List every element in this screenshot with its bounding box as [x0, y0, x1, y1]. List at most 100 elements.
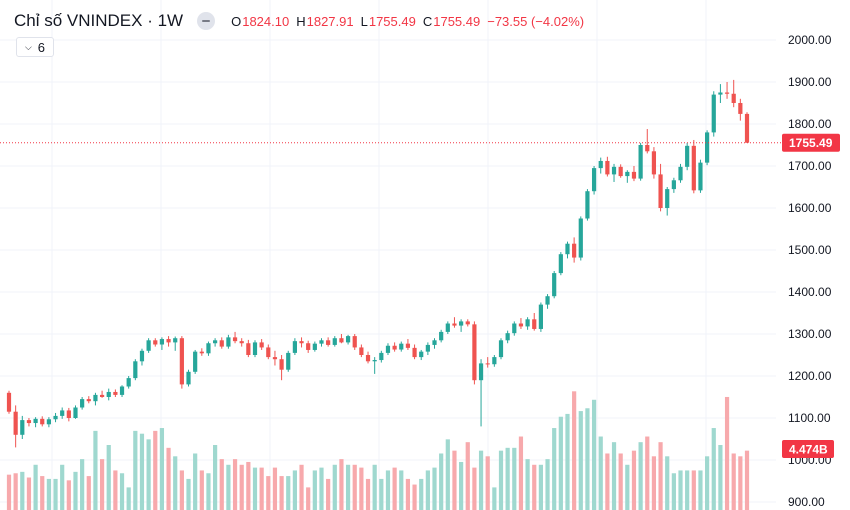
candle-body	[731, 93, 736, 103]
volume-bar	[99, 459, 105, 510]
candle-body	[724, 92, 730, 94]
volume-bar	[399, 470, 404, 510]
volume-bar	[279, 476, 284, 510]
volume-bar	[299, 464, 304, 510]
candle-body	[412, 347, 417, 358]
symbol-title[interactable]: Chỉ số VNINDEX · 1W	[14, 11, 184, 30]
indicators-toggle-button[interactable]: ⌵ 6	[16, 37, 54, 57]
volume-bar	[219, 459, 224, 510]
price-tick-label: 1700.00	[788, 159, 832, 173]
volume-bar	[419, 478, 424, 510]
candle-body	[299, 341, 304, 344]
volume-bar	[53, 478, 58, 510]
open-value: 1824.10	[242, 13, 290, 29]
volume-bar	[46, 478, 51, 510]
candle-body	[518, 323, 524, 327]
volume-bar	[193, 453, 198, 510]
volume-bar	[671, 473, 676, 510]
volume-bar	[379, 478, 384, 510]
candle-body	[538, 304, 543, 329]
volume-bar	[106, 445, 111, 510]
candle-body	[472, 324, 477, 381]
candle-body	[232, 337, 238, 342]
price-tick-label: 2000.00	[788, 33, 832, 47]
candle-body	[485, 363, 490, 365]
candle-body	[598, 160, 603, 169]
volume-bar	[558, 416, 563, 510]
candle-body	[505, 333, 510, 341]
candle-body	[711, 94, 716, 133]
candle-body	[6, 392, 12, 412]
volume-bar	[578, 411, 583, 510]
candle-body	[206, 343, 211, 354]
volume-bar	[392, 467, 397, 510]
collapse-legend-icon[interactable]	[197, 12, 216, 30]
open-label: O	[231, 13, 242, 29]
candle-body	[405, 343, 411, 348]
candle-body	[239, 341, 244, 344]
candle-body	[392, 345, 397, 350]
candle-body	[738, 103, 743, 114]
volume-bar	[505, 447, 510, 510]
price-tick-label: 1100.00	[788, 411, 831, 425]
price-tick-label: 1500.00	[788, 243, 832, 257]
volume-bar	[312, 470, 317, 510]
volume-bar	[625, 464, 630, 510]
volume-bar	[492, 487, 497, 510]
chevron-down-icon: ⌵	[24, 41, 32, 52]
candle-body	[13, 411, 18, 435]
volume-bar	[252, 467, 258, 510]
candle-body	[292, 341, 297, 353]
candle-body	[545, 296, 550, 305]
volume-bar	[319, 467, 324, 510]
candle-body	[113, 391, 118, 395]
candle-body	[252, 342, 258, 355]
volume-bar	[153, 430, 158, 510]
volume-bar	[618, 453, 623, 510]
volume-bar	[206, 473, 211, 510]
candle-body	[419, 351, 424, 358]
volume-bar	[286, 476, 291, 510]
volume-bar	[591, 399, 597, 510]
candle-body	[425, 344, 430, 352]
candle-body	[226, 337, 231, 347]
candle-body	[385, 345, 391, 353]
candle-body	[352, 336, 357, 348]
volume-bar	[718, 445, 723, 510]
volume-bar	[272, 467, 278, 510]
candle-body	[106, 391, 111, 397]
candle-body	[219, 340, 224, 347]
candle-body	[119, 386, 125, 395]
candle-body	[372, 360, 377, 362]
candle-body	[126, 378, 131, 387]
volume-bar	[246, 461, 251, 510]
candle-body	[432, 340, 437, 345]
volume-bar	[292, 470, 297, 510]
candle-body	[525, 319, 530, 327]
volume-bar	[6, 474, 12, 510]
candle-body	[53, 415, 58, 420]
volume-bar	[678, 470, 683, 510]
indicators-count: 6	[37, 39, 46, 55]
candle-body	[439, 331, 444, 341]
volume-bar	[485, 456, 490, 510]
volume-bar	[232, 459, 238, 510]
volume-bar	[472, 467, 477, 510]
candle-body	[445, 323, 450, 332]
candle-body	[345, 336, 351, 343]
volume-bar	[645, 436, 650, 510]
candle-body	[186, 371, 191, 385]
volume-bar	[465, 442, 470, 510]
candle-body	[611, 166, 617, 175]
price-tick-label: 1200.00	[788, 369, 832, 383]
candle-body	[552, 273, 557, 297]
volume-bar	[638, 442, 643, 510]
volume-bar	[425, 470, 430, 510]
candle-body	[631, 171, 637, 179]
volume-bar	[306, 487, 311, 510]
volume-bar	[332, 464, 337, 510]
price-axis[interactable]: 900.001000.001100.001200.001300.001400.0…	[788, 33, 832, 509]
volume-bar	[545, 459, 550, 510]
